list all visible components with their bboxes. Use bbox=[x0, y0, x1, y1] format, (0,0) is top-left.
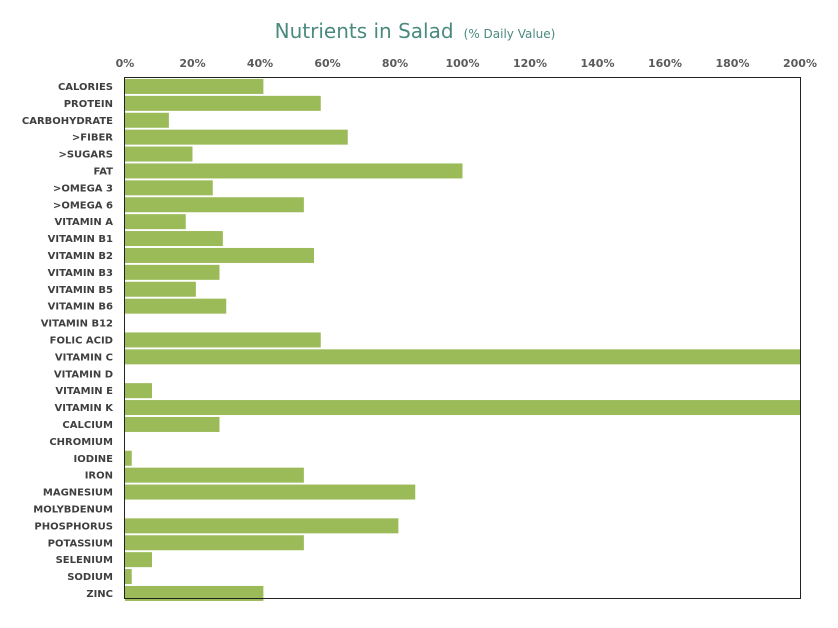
bar bbox=[125, 214, 186, 230]
chart-subtitle: (% Daily Value) bbox=[464, 27, 556, 41]
category-label: VITAMIN B5 bbox=[48, 285, 113, 296]
bar bbox=[125, 450, 132, 466]
category-label: VITAMIN C bbox=[55, 352, 113, 363]
bar bbox=[125, 197, 304, 213]
category-label: CALORIES bbox=[58, 82, 113, 93]
category-label: >OMEGA 3 bbox=[53, 183, 113, 194]
x-tick-label: 80% bbox=[382, 57, 408, 70]
x-axis-ticks: 0% 20% 40% 60% 80% 100% 120% 140% 160% 180% 200% bbox=[116, 57, 817, 70]
bar bbox=[125, 298, 227, 314]
category-label: VITAMIN B3 bbox=[48, 268, 113, 279]
bar bbox=[125, 281, 196, 297]
category-labels: CALORIES PROTEIN CARBOHYDRATE >FIBER >SUGARS… bbox=[22, 82, 114, 600]
chart-title-group: Nutrients in Salad (% Daily Value) bbox=[275, 19, 556, 43]
category-label: FOLIC ACID bbox=[50, 335, 113, 346]
x-tick-label: 100% bbox=[446, 57, 480, 70]
category-label: VITAMIN D bbox=[54, 369, 113, 380]
category-label: MAGNESIUM bbox=[43, 488, 113, 499]
category-label: SODIUM bbox=[67, 572, 113, 583]
bar bbox=[125, 264, 220, 280]
bar bbox=[125, 552, 152, 568]
category-label: VITAMIN B1 bbox=[48, 234, 113, 245]
x-tick-label: 140% bbox=[581, 57, 615, 70]
x-tick-label: 120% bbox=[513, 57, 547, 70]
x-tick-label: 180% bbox=[716, 57, 750, 70]
bar bbox=[125, 247, 314, 263]
category-label: VITAMIN A bbox=[54, 217, 113, 228]
bar bbox=[125, 484, 416, 500]
bar bbox=[125, 129, 348, 145]
category-label: >FIBER bbox=[72, 133, 113, 144]
x-tick-label: 40% bbox=[247, 57, 273, 70]
category-label: CALCIUM bbox=[62, 420, 113, 431]
bar bbox=[125, 535, 304, 551]
bar bbox=[125, 231, 223, 247]
bar bbox=[125, 112, 169, 128]
category-label: VITAMIN B12 bbox=[41, 319, 113, 330]
bar bbox=[125, 332, 321, 348]
category-label: VITAMIN B6 bbox=[48, 302, 113, 313]
category-label: >OMEGA 6 bbox=[53, 200, 113, 211]
bar bbox=[125, 569, 132, 585]
bar bbox=[125, 518, 399, 534]
category-label: POTASSIUM bbox=[48, 538, 113, 549]
x-tick-label: 200% bbox=[783, 57, 817, 70]
bar bbox=[125, 400, 800, 416]
x-tick-label: 0% bbox=[116, 57, 135, 70]
bar bbox=[125, 78, 264, 94]
bar bbox=[125, 180, 213, 196]
category-label: PROTEIN bbox=[64, 99, 113, 110]
category-label: MOLYBDENUM bbox=[33, 504, 113, 515]
chart-title: Nutrients in Salad bbox=[275, 19, 454, 43]
x-tick-label: 20% bbox=[179, 57, 205, 70]
category-label: VITAMIN B2 bbox=[48, 251, 113, 262]
category-label: VITAMIN E bbox=[55, 386, 113, 397]
bar bbox=[125, 416, 220, 432]
category-label: IRON bbox=[85, 471, 113, 482]
bar bbox=[125, 585, 264, 601]
bar bbox=[125, 95, 321, 111]
plot-area-frame bbox=[124, 77, 801, 599]
category-label: ZINC bbox=[86, 589, 113, 600]
bar bbox=[125, 163, 463, 179]
category-label: SELENIUM bbox=[56, 555, 113, 566]
bar bbox=[125, 349, 800, 365]
bars bbox=[125, 78, 800, 601]
bar bbox=[125, 467, 304, 483]
category-label: CHROMIUM bbox=[49, 437, 113, 448]
category-label: VITAMIN K bbox=[54, 403, 114, 414]
bar bbox=[125, 383, 152, 399]
category-label: IODINE bbox=[74, 454, 114, 465]
category-label: CARBOHYDRATE bbox=[22, 116, 113, 127]
x-tick-label: 160% bbox=[648, 57, 682, 70]
category-label: >SUGARS bbox=[58, 150, 113, 161]
category-label: PHOSPHORUS bbox=[34, 521, 113, 532]
x-tick-label: 60% bbox=[314, 57, 340, 70]
category-label: FAT bbox=[94, 166, 114, 177]
bar bbox=[125, 146, 193, 162]
